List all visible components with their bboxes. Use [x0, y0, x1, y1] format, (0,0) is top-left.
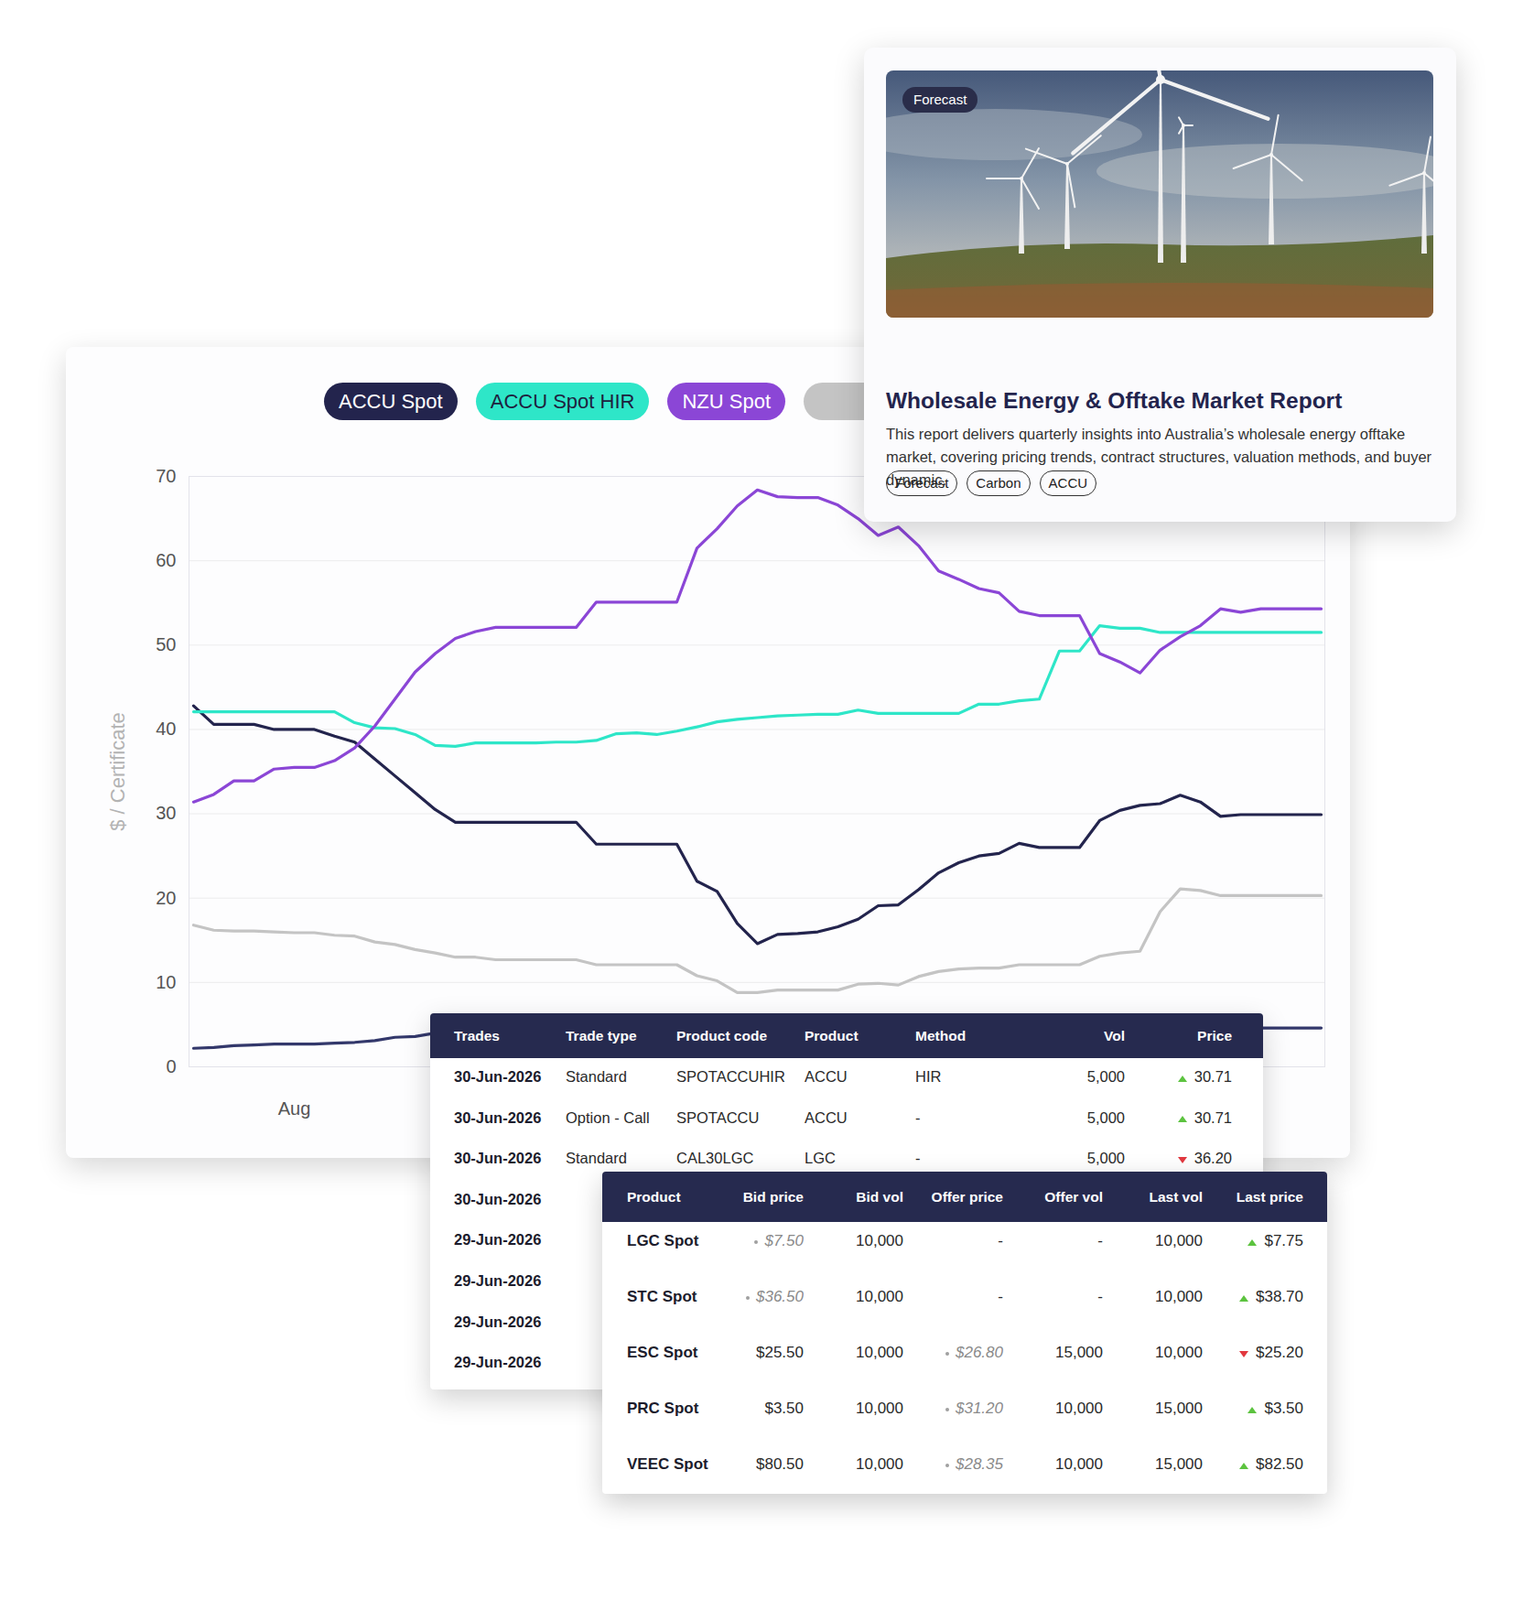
html-text:Last vol: Last vol — [1149, 1188, 1203, 1205]
html-text:Trades: Trades — [453, 1027, 500, 1044]
svg-text:40: 40 — [155, 718, 176, 739]
svg-text:70: 70 — [155, 465, 176, 487]
html-text:$28.35: $28.35 — [955, 1455, 1004, 1473]
html-text:Wholesale Energy & Offtake Mar: Wholesale Energy & Offtake Market Report — [885, 388, 1343, 413]
html-text:$7.50: $7.50 — [764, 1231, 804, 1250]
html-text:Product: Product — [626, 1188, 681, 1205]
html-text:ACCU: ACCU — [1048, 475, 1088, 491]
html-text:10,000: 10,000 — [1155, 1343, 1203, 1361]
html-text:$31.20: $31.20 — [955, 1399, 1004, 1417]
html-text:Bid vol: Bid vol — [856, 1188, 904, 1205]
svg-text:Aug: Aug — [278, 1098, 312, 1119]
html-text:$26.80: $26.80 — [955, 1343, 1004, 1361]
html-text:Bid price: Bid price — [742, 1188, 804, 1205]
html-text:Product code: Product code — [676, 1027, 767, 1044]
html-text:SPOTACCU: SPOTACCU — [676, 1108, 760, 1126]
html-text:ACCU: ACCU — [804, 1068, 848, 1085]
html-text:$25.20: $25.20 — [1255, 1343, 1304, 1361]
html-text:36.20: 36.20 — [1194, 1149, 1232, 1167]
html-text:10,000: 10,000 — [855, 1455, 904, 1473]
html-text:10,000: 10,000 — [855, 1399, 904, 1417]
html-text:LGC Spot: LGC Spot — [626, 1231, 699, 1250]
html-text:29-Jun-2026: 29-Jun-2026 — [453, 1353, 542, 1371]
html-text:PRC Spot: PRC Spot — [626, 1399, 699, 1417]
html-text:$7.75: $7.75 — [1264, 1231, 1304, 1250]
html-text:STC Spot: STC Spot — [626, 1287, 697, 1306]
html-text:SPOTACCUHIR: SPOTACCUHIR — [676, 1068, 786, 1085]
html-text:ACCU: ACCU — [804, 1108, 848, 1126]
html-text:Forecast: Forecast — [913, 91, 967, 108]
html-text:10,000: 10,000 — [1155, 1231, 1203, 1250]
svg-text:30: 30 — [155, 802, 176, 823]
html-text:Method: Method — [915, 1027, 966, 1044]
html-text:$36.50: $36.50 — [756, 1287, 804, 1306]
html-text:30-Jun-2026: 30-Jun-2026 — [453, 1190, 542, 1208]
html-text:Standard: Standard — [565, 1149, 627, 1167]
html-text:Price: Price — [1197, 1027, 1232, 1044]
html-text:15,000: 15,000 — [1155, 1399, 1203, 1417]
html-text:$38.70: $38.70 — [1255, 1287, 1304, 1306]
svg-text:20: 20 — [155, 887, 176, 908]
html-text:Standard: Standard — [565, 1068, 627, 1085]
html-text:$80.50: $80.50 — [756, 1455, 804, 1473]
html-text:LGC: LGC — [804, 1149, 836, 1167]
html-text:ACCU Spot: ACCU Spot — [338, 389, 443, 413]
html-text:VEEC Spot: VEEC Spot — [626, 1455, 709, 1473]
html-text:29-Jun-2026: 29-Jun-2026 — [453, 1313, 542, 1330]
html-text:Option - Call: Option - Call — [565, 1108, 650, 1126]
html-text:10,000: 10,000 — [855, 1287, 904, 1306]
html-text:ACCU Spot HIR: ACCU Spot HIR — [490, 389, 635, 413]
html-text:$82.50: $82.50 — [1255, 1455, 1304, 1473]
svg-text:$ / Certificate: $ / Certificate — [106, 712, 130, 832]
html-text:15,000: 15,000 — [1055, 1343, 1103, 1361]
html-text:NZU Spot: NZU Spot — [682, 389, 771, 413]
html-text:CAL30LGC: CAL30LGC — [676, 1149, 754, 1167]
html-text:5,000: 5,000 — [1087, 1068, 1125, 1085]
html-text:Forecast: Forecast — [895, 475, 949, 491]
svg-text:10: 10 — [155, 972, 176, 993]
html-text:Offer price: Offer price — [931, 1188, 1004, 1205]
html-text:$3.50: $3.50 — [764, 1399, 804, 1417]
html-text:Trade type: Trade type — [565, 1027, 637, 1044]
html-text:Product: Product — [804, 1027, 859, 1044]
html-text:29-Jun-2026: 29-Jun-2026 — [453, 1272, 542, 1289]
html-text:30.71: 30.71 — [1194, 1068, 1232, 1085]
svg-text:0: 0 — [165, 1056, 176, 1077]
svg-text:60: 60 — [155, 550, 176, 571]
svg-text:50: 50 — [155, 634, 176, 655]
html-text:$25.50: $25.50 — [756, 1343, 804, 1361]
html-text:Carbon: Carbon — [976, 475, 1022, 491]
html-text:Offer vol: Offer vol — [1044, 1188, 1103, 1205]
html-text:$3.50: $3.50 — [1264, 1399, 1304, 1417]
html-text:30-Jun-2026: 30-Jun-2026 — [453, 1108, 542, 1126]
html-text:5,000: 5,000 — [1087, 1149, 1125, 1167]
html-text:This report delivers quarterly: This report delivers quarterly insights … — [885, 425, 1432, 488]
html-text:Vol: Vol — [1103, 1027, 1125, 1044]
html-text:Last price: Last price — [1236, 1188, 1304, 1205]
html-text:10,000: 10,000 — [1055, 1399, 1103, 1417]
html-text:10,000: 10,000 — [855, 1343, 904, 1361]
html-text:ESC Spot: ESC Spot — [626, 1343, 698, 1361]
html-text:29-Jun-2026: 29-Jun-2026 — [453, 1231, 542, 1248]
html-text:15,000: 15,000 — [1155, 1455, 1203, 1473]
html-text:HIR: HIR — [915, 1068, 942, 1085]
html-text:10,000: 10,000 — [1155, 1287, 1203, 1306]
html-text:30-Jun-2026: 30-Jun-2026 — [453, 1068, 542, 1085]
html-text:30-Jun-2026: 30-Jun-2026 — [453, 1149, 542, 1167]
html-text:10,000: 10,000 — [855, 1231, 904, 1250]
html-text:5,000: 5,000 — [1087, 1108, 1125, 1126]
html-text:10,000: 10,000 — [1055, 1455, 1103, 1473]
html-text:30.71: 30.71 — [1194, 1108, 1232, 1126]
